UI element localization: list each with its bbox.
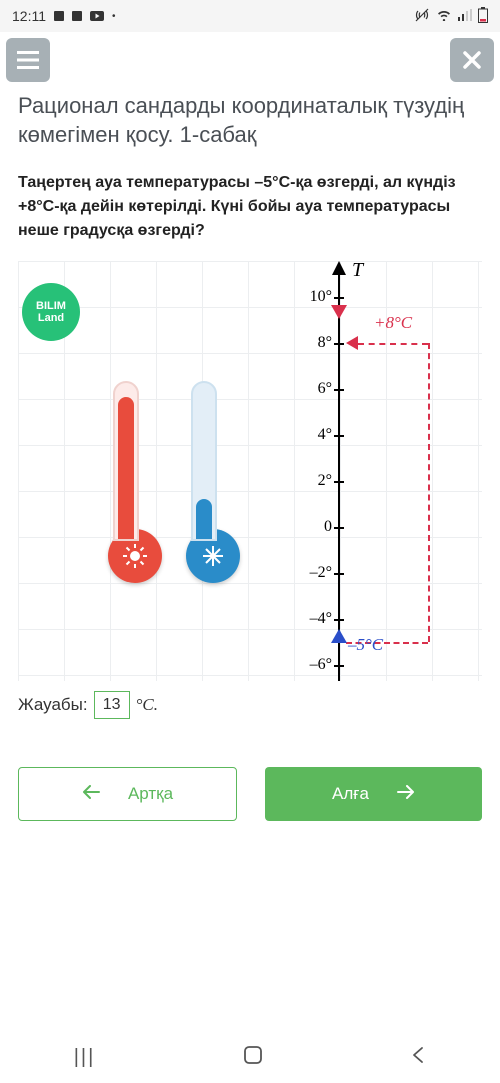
status-dot-icon: • xyxy=(112,11,116,22)
arrow-right-icon xyxy=(397,784,415,804)
back-button[interactable]: Артқа xyxy=(18,767,237,821)
thermometer-cold xyxy=(186,381,222,583)
home-button[interactable] xyxy=(243,1045,263,1070)
status-app-icon xyxy=(72,11,82,21)
sun-icon xyxy=(122,543,148,569)
close-button[interactable] xyxy=(450,38,494,82)
forward-button[interactable]: Алға xyxy=(265,767,482,821)
close-icon xyxy=(463,51,481,69)
label-plus-8: +8°C xyxy=(374,313,412,333)
temperature-diagram: BILIM Land T 10° 8° 6° 4° 2° 0 xyxy=(18,261,482,681)
hamburger-icon xyxy=(17,51,39,69)
nav-buttons: Артқа Алға xyxy=(0,767,500,821)
question-text: Таңертең ауа температурасы –5°С-қа өзгер… xyxy=(18,171,482,243)
app-header xyxy=(0,32,500,88)
answer-input[interactable] xyxy=(94,691,130,719)
battery-icon xyxy=(478,7,488,26)
back-system-button[interactable] xyxy=(410,1045,426,1070)
vibrate-icon xyxy=(414,8,430,25)
wifi-icon xyxy=(436,8,452,24)
temperature-axis: T 10° 8° 6° 4° 2° 0 –2° –4° –6° +8°C –5°… xyxy=(298,261,482,681)
arrow-left-icon xyxy=(82,784,100,804)
status-bar: 12:11 • xyxy=(0,0,500,32)
back-label: Артқа xyxy=(128,784,173,804)
dashed-line xyxy=(428,343,430,642)
system-nav-bar: ||| xyxy=(0,1031,500,1083)
snowflake-icon xyxy=(201,544,225,568)
recent-apps-button[interactable]: ||| xyxy=(74,1046,96,1069)
answer-label: Жауабы: xyxy=(18,695,88,715)
marker-plus-8 xyxy=(331,305,347,319)
arrow-to-axis xyxy=(346,336,358,350)
forward-label: Алға xyxy=(332,784,369,804)
marker-minus-5 xyxy=(331,629,347,643)
menu-button[interactable] xyxy=(6,38,50,82)
bilim-land-badge: BILIM Land xyxy=(22,283,80,341)
thermometer-hot xyxy=(108,381,144,583)
answer-row: Жауабы: °C. xyxy=(0,691,500,719)
answer-unit: °C. xyxy=(136,695,158,715)
axis-label: T xyxy=(352,259,363,282)
lesson-title: Рационал сандарды координаталық түзудің … xyxy=(18,92,482,149)
status-youtube-icon xyxy=(90,8,104,24)
signal-icon xyxy=(458,8,472,24)
label-minus-5: –5°C xyxy=(348,635,383,655)
status-app-icon xyxy=(54,11,64,21)
status-time: 12:11 xyxy=(12,8,46,24)
